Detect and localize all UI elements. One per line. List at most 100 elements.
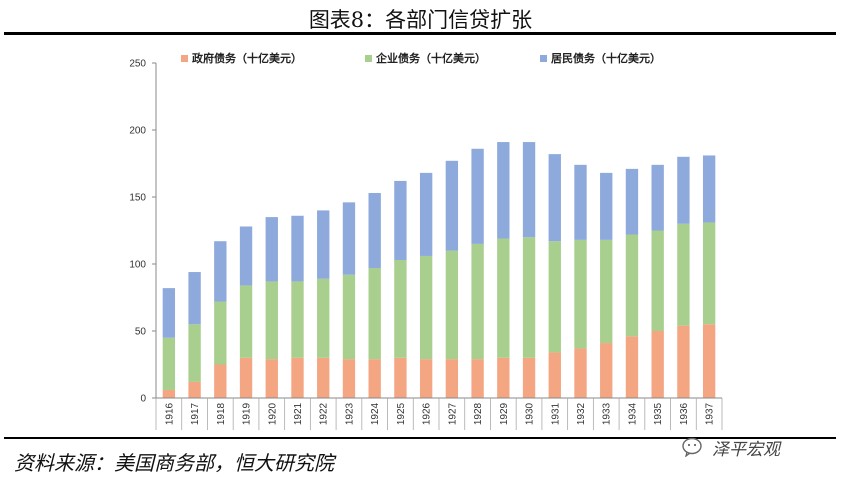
bar-segment-government bbox=[651, 331, 664, 398]
stacked-bar-chart: 政府债务（十亿美元） 企业债务（十亿美元） 居民债务（十亿美元） 0 50 100 150… bbox=[129, 51, 723, 430]
bar-segment-corporate bbox=[342, 274, 356, 360]
bar-segment-corporate bbox=[548, 241, 561, 353]
x-tick-label: 1921 bbox=[293, 402, 304, 425]
x-tick-label: 1923 bbox=[344, 402, 355, 425]
bar-segment-corporate bbox=[497, 238, 510, 358]
bar-segment-household bbox=[677, 156, 690, 224]
bar-segment-corporate bbox=[600, 239, 613, 344]
y-tick-label: 0 bbox=[140, 394, 146, 405]
legend-label: 政府债务（十亿美元） bbox=[192, 51, 302, 65]
bar-segment-household bbox=[522, 142, 536, 238]
x-tick-label: 1917 bbox=[190, 402, 201, 425]
x-tick-label: 1935 bbox=[653, 402, 664, 425]
y-tick-label: 200 bbox=[129, 126, 146, 137]
bar-segment-household bbox=[702, 155, 716, 223]
bar-segment-government bbox=[239, 357, 253, 398]
bar-segment-government bbox=[394, 357, 407, 398]
legend-label: 企业债务（十亿美元） bbox=[375, 51, 486, 65]
bar-segment-government bbox=[368, 359, 381, 398]
bar-segment-household bbox=[625, 168, 639, 235]
x-tick-label: 1920 bbox=[267, 402, 278, 425]
x-tick-label: 1925 bbox=[396, 402, 407, 425]
bar-segment-corporate bbox=[265, 281, 278, 360]
bar-segment-household bbox=[600, 172, 613, 240]
bar-segment-corporate bbox=[574, 239, 587, 349]
bars bbox=[162, 142, 716, 398]
bar-segment-corporate bbox=[214, 301, 227, 365]
bar-segment-household bbox=[574, 164, 587, 240]
bar-segment-household bbox=[497, 142, 510, 239]
bar-segment-government bbox=[188, 381, 201, 398]
x-tick-label: 1936 bbox=[679, 402, 690, 425]
x-axis: 1916 1917 1918 1919 1920 1921 1922 1923 1924 1925… bbox=[155, 397, 723, 430]
bar-segment-corporate bbox=[188, 324, 201, 382]
bar-segment-corporate bbox=[317, 278, 330, 358]
bar-segment-government bbox=[548, 352, 561, 398]
x-tick-label: 1924 bbox=[370, 402, 381, 425]
bar-segment-household bbox=[342, 202, 356, 275]
bar-segment-government bbox=[471, 359, 484, 398]
source-note: 资料来源：美国商务部，恒大研究院 bbox=[14, 451, 334, 475]
bar-segment-corporate bbox=[394, 259, 407, 358]
bar-segment-government bbox=[419, 359, 433, 398]
x-tick-label: 1933 bbox=[602, 402, 613, 425]
x-tick-label: 1919 bbox=[242, 402, 253, 425]
bar-segment-corporate bbox=[368, 268, 381, 360]
bar-segment-household bbox=[265, 217, 278, 282]
bar-segment-government bbox=[342, 359, 356, 398]
x-tick-label: 1928 bbox=[473, 402, 484, 425]
bar-segment-household bbox=[394, 180, 407, 260]
bar-segment-government bbox=[625, 336, 639, 398]
bar-segment-household bbox=[239, 226, 253, 286]
bar-segment-corporate bbox=[702, 222, 716, 325]
bar-segment-household bbox=[291, 215, 304, 282]
x-tick-label: 1916 bbox=[164, 402, 175, 425]
x-tick-label: 1918 bbox=[216, 402, 227, 425]
bar-segment-government bbox=[574, 348, 587, 398]
y-tick-label: 100 bbox=[129, 260, 146, 271]
bar-segment-government bbox=[291, 357, 304, 398]
bar-segment-corporate bbox=[445, 250, 459, 360]
bar-segment-corporate bbox=[291, 281, 304, 358]
bar-segment-government bbox=[702, 324, 716, 398]
bar-segment-household bbox=[651, 164, 664, 231]
wechat-icon bbox=[682, 437, 702, 457]
bar-segment-corporate bbox=[471, 243, 484, 360]
x-tick-label: 1931 bbox=[550, 402, 561, 425]
bar-segment-household bbox=[317, 210, 330, 279]
bar-segment-corporate bbox=[419, 255, 433, 360]
bar-segment-government bbox=[497, 357, 510, 398]
bar-segment-corporate bbox=[677, 223, 690, 326]
x-tick-label: 1937 bbox=[705, 402, 716, 425]
bar-segment-household bbox=[548, 154, 561, 242]
x-tick-label: 1929 bbox=[499, 402, 510, 425]
bar-segment-household bbox=[471, 148, 484, 244]
bar-segment-household bbox=[214, 241, 227, 302]
bar-segment-government bbox=[677, 325, 690, 398]
y-axis: 0 50 100 150 200 250 bbox=[129, 59, 157, 405]
x-tick-label: 1934 bbox=[627, 402, 638, 425]
x-tick-label: 1930 bbox=[525, 402, 536, 425]
bar-segment-corporate bbox=[651, 230, 664, 331]
x-tick-label: 1927 bbox=[447, 402, 458, 425]
watermark-text: 泽平宏观 bbox=[712, 439, 780, 460]
legend-swatch bbox=[181, 55, 188, 62]
bar-segment-corporate bbox=[625, 234, 639, 337]
x-tick-label: 1922 bbox=[319, 402, 330, 425]
bar-segment-corporate bbox=[239, 285, 253, 358]
bar-segment-government bbox=[445, 359, 459, 398]
bar-segment-government bbox=[600, 343, 613, 398]
bar-segment-household bbox=[188, 272, 201, 325]
legend-swatch bbox=[365, 55, 372, 62]
bar-segment-corporate bbox=[162, 337, 176, 390]
y-tick-label: 150 bbox=[129, 193, 146, 204]
y-tick-label: 250 bbox=[129, 59, 146, 70]
bar-segment-household bbox=[368, 192, 381, 269]
source-rule bbox=[4, 437, 836, 439]
bar-segment-government bbox=[522, 357, 536, 398]
bar-segment-government bbox=[214, 364, 227, 398]
x-tick-label: 1926 bbox=[422, 402, 433, 425]
legend: 政府债务（十亿美元） 企业债务（十亿美元） 居民债务（十亿美元） bbox=[181, 51, 661, 65]
y-tick-label: 50 bbox=[135, 327, 147, 338]
x-tick-label: 1932 bbox=[576, 402, 587, 425]
